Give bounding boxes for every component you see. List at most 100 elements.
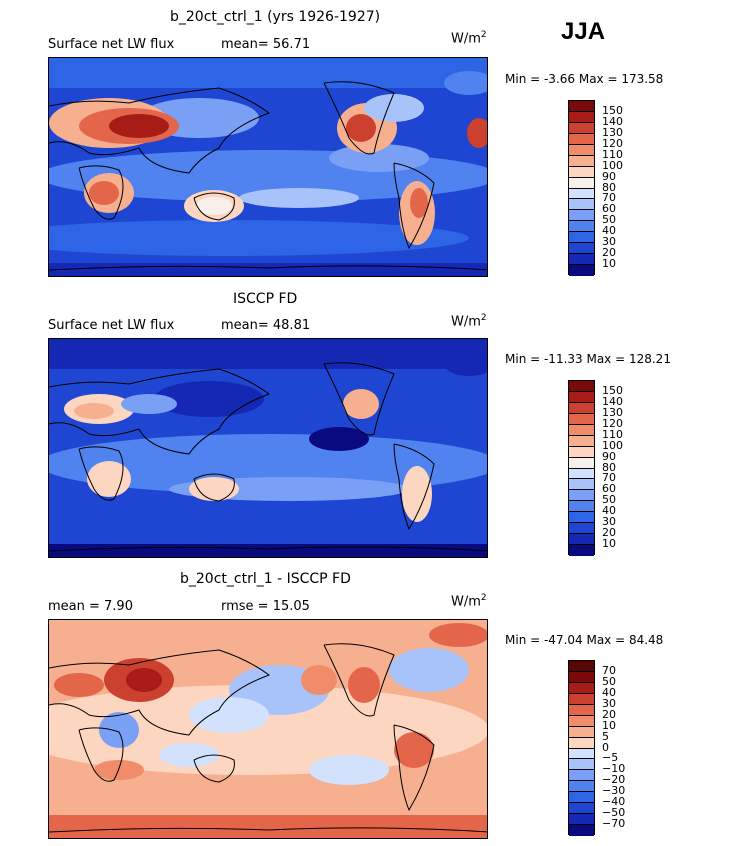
colorbar-tick-label: 100 — [602, 158, 623, 172]
panel-3-rmse: rmse = 15.05 — [221, 599, 310, 614]
colorbar-tick-label: 20 — [602, 707, 616, 721]
colorbar-segment — [569, 792, 594, 804]
colorbar-segment — [569, 468, 594, 480]
panel-3-colorbar — [568, 660, 595, 836]
colorbar-tick-label: −70 — [602, 817, 626, 831]
panel-2-minmax: Min = -11.33 Max = 128.21 — [505, 352, 671, 366]
panel-2-title: ISCCP FD — [233, 291, 298, 307]
colorbar-tick-label: 20 — [602, 526, 616, 540]
colorbar-segment — [569, 177, 594, 189]
colorbar-tick-label: 40 — [602, 224, 616, 238]
colorbar-tick-label: 30 — [602, 515, 616, 529]
panel-3-minmax: Min = -47.04 Max = 84.48 — [505, 633, 664, 647]
colorbar-segment — [569, 210, 594, 222]
colorbar-tick-label: 0 — [602, 740, 609, 754]
colorbar-tick-label: 70 — [602, 471, 616, 485]
colorbar-tick-label: 80 — [602, 180, 616, 194]
colorbar-segment — [569, 704, 594, 716]
colorbar-segment — [569, 166, 594, 178]
colorbar-segment — [569, 413, 594, 425]
panel-3-mean: mean = 7.90 — [48, 599, 133, 614]
colorbar-segment — [569, 381, 594, 392]
panel-3-title: b_20ct_ctrl_1 - ISCCP FD — [180, 571, 351, 587]
colorbar-tick-label: 110 — [602, 427, 623, 441]
panel-1-map — [48, 57, 488, 277]
colorbar-tick-label: 140 — [602, 394, 623, 408]
colorbar-segment — [569, 661, 594, 672]
colorbar-segment — [569, 501, 594, 513]
colorbar-segment — [569, 133, 594, 145]
colorbar-segment — [569, 232, 594, 244]
colorbar-tick-label: 130 — [602, 405, 623, 419]
colorbar-tick-label: 60 — [602, 202, 616, 216]
colorbar-tick-label: 40 — [602, 685, 616, 699]
season-label: JJA — [561, 18, 606, 45]
colorbar-tick-label: 150 — [602, 383, 623, 397]
colorbar-tick-label: 120 — [602, 136, 623, 150]
colorbar-tick-label: 10 — [602, 537, 616, 551]
colorbar-tick-label: 50 — [602, 674, 616, 688]
colorbar-tick-label: 130 — [602, 125, 623, 139]
colorbar-tick-label: 50 — [602, 213, 616, 227]
colorbar-segment — [569, 534, 594, 546]
colorbar-segment — [569, 111, 594, 123]
colorbar-segment — [569, 254, 594, 266]
colorbar-tick-label: 140 — [602, 114, 623, 128]
colorbar-tick-label: −40 — [602, 795, 626, 809]
colorbar-segment — [569, 479, 594, 491]
panel-1-minmax: Min = -3.66 Max = 173.58 — [505, 72, 664, 86]
colorbar-segment — [569, 512, 594, 524]
colorbar-segment — [569, 144, 594, 156]
colorbar-segment — [569, 781, 594, 793]
panel-1-title: b_20ct_ctrl_1 (yrs 1926-1927) — [170, 9, 381, 25]
panel-2-variable: Surface net LW flux — [48, 318, 175, 333]
colorbar-segment — [569, 770, 594, 782]
colorbar-segment — [569, 155, 594, 167]
panel-1-mean: mean= 56.71 — [221, 37, 311, 52]
colorbar-tick-label: 120 — [602, 416, 623, 430]
colorbar-segment — [569, 122, 594, 134]
colorbar-tick-label: 80 — [602, 460, 616, 474]
colorbar-tick-label: 10 — [602, 718, 616, 732]
colorbar-tick-label: 100 — [602, 438, 623, 452]
colorbar-tick-label: −10 — [602, 762, 626, 776]
colorbar-tick-label: 30 — [602, 235, 616, 249]
colorbar-segment — [569, 803, 594, 815]
colorbar-segment — [569, 825, 594, 836]
colorbar-segment — [569, 265, 594, 276]
colorbar-segment — [569, 221, 594, 233]
colorbar-tick-label: 10 — [602, 257, 616, 271]
colorbar-segment — [569, 523, 594, 535]
colorbar-segment — [569, 188, 594, 200]
colorbar-segment — [569, 715, 594, 727]
panel-3-map — [48, 619, 488, 839]
colorbar-segment — [569, 545, 594, 556]
panel-1-variable: Surface net LW flux — [48, 37, 175, 52]
colorbar-tick-label: 150 — [602, 103, 623, 117]
colorbar-segment — [569, 402, 594, 414]
colorbar-segment — [569, 490, 594, 502]
colorbar-segment — [569, 243, 594, 255]
colorbar-segment — [569, 693, 594, 705]
colorbar-segment — [569, 391, 594, 403]
colorbar-segment — [569, 737, 594, 749]
colorbar-tick-label: −30 — [602, 784, 626, 798]
colorbar-segment — [569, 424, 594, 436]
colorbar-segment — [569, 748, 594, 760]
panel-2-map — [48, 338, 488, 558]
panel-2-colorbar — [568, 380, 595, 556]
colorbar-tick-label: 90 — [602, 169, 616, 183]
colorbar-tick-label: 5 — [602, 729, 609, 743]
colorbar-segment — [569, 435, 594, 447]
colorbar-tick-label: 30 — [602, 696, 616, 710]
colorbar-tick-label: 50 — [602, 493, 616, 507]
panel-2-mean: mean= 48.81 — [221, 318, 311, 333]
colorbar-tick-label: 60 — [602, 482, 616, 496]
colorbar-segment — [569, 682, 594, 694]
colorbar-segment — [569, 101, 594, 112]
colorbar-tick-label: 70 — [602, 663, 616, 677]
panel-2-units: W/m2 — [451, 313, 487, 330]
panel-1-colorbar — [568, 100, 595, 276]
panel-3-units: W/m2 — [451, 593, 487, 610]
colorbar-tick-label: 40 — [602, 504, 616, 518]
